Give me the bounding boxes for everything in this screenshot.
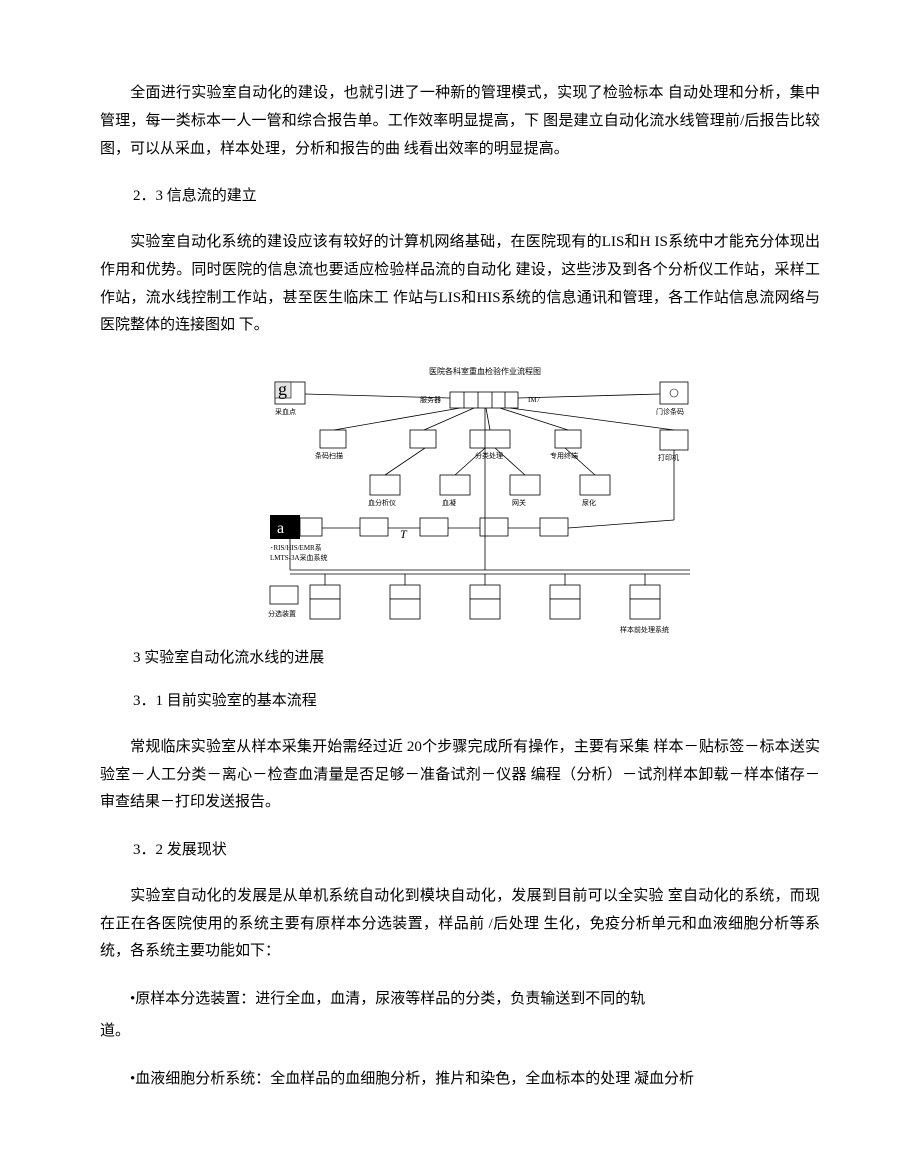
p4-text: 实验室自动化的发展是从单机系统自动化到模块自动化，发展到目前可以全实验 室自动化…: [100, 888, 820, 960]
row2-center2: 分类处理: [470, 430, 510, 460]
row4-left-block: a ･RIS/HIS/EMR系 LMTS-3A采血系统: [270, 515, 328, 562]
p3-text: 常规临床实验室从样本采集开始需经过近 20个步骤完成所有操作，主要有采集 样本－…: [100, 739, 820, 811]
bullet-2: •血液细胞分析系统：全血样品的血细胞分析，推片和染色，全血标本的处理 凝血分析: [100, 1066, 820, 1094]
bottom-left-label: 分选装置: [268, 586, 298, 618]
paragraph-infoflow: 实验室自动化系统的建设应该有较好的计算机网络基础，在医院现有的LIS和H IS系…: [100, 229, 820, 340]
section-3-heading: 3 实验室自动化流水线的进展: [100, 646, 820, 670]
svg-text:服务器: 服务器: [420, 395, 441, 404]
bullet-1: •原样本分选装置：进行全血，血清，尿液等样品的分类，负责输送到不同的轨: [100, 986, 820, 1014]
row2-center1: [410, 430, 436, 448]
svg-text:条码扫描: 条码扫描: [315, 451, 343, 460]
bullet-1-tail: 道。: [100, 1018, 820, 1046]
svg-text:采血点: 采血点: [275, 407, 296, 416]
mid-hub-node: 服务器 IM7: [420, 392, 541, 408]
row2-right: 专用终端: [550, 430, 581, 460]
paragraph-development: 实验室自动化的发展是从单机系统自动化到模块自动化，发展到目前可以全实验 室自动化…: [100, 883, 820, 966]
diagram-svg: 医院各科室重血检验作业流程图 g 采血点 服务器 IM7: [260, 360, 710, 640]
svg-text:血分析仪: 血分析仪: [368, 498, 396, 507]
svg-text:门诊条码: 门诊条码: [656, 407, 684, 416]
bottom-right-label: 样本前处理系统: [620, 625, 669, 634]
heading-2-3: 2．3 信息流的建立: [100, 183, 820, 211]
row4-machines: T: [360, 518, 568, 541]
paragraph-intro: 全面进行实验室自动化的建设，也就引进了一种新的管理模式，实现了检验标本 自动处理…: [100, 80, 820, 163]
heading-3-1: 3．1 目前实验室的基本流程: [100, 688, 820, 716]
svg-text:尿化: 尿化: [582, 498, 596, 507]
p2-text: 实验室自动化系统的建设应该有较好的计算机网络基础，在医院现有的LIS和H IS系…: [100, 234, 820, 333]
svg-text:血凝: 血凝: [442, 498, 456, 507]
top-left-node: g 采血点: [275, 379, 305, 416]
row2-far-right: 打印机: [658, 430, 688, 462]
b1-text: •原样本分选装置：进行全血，血清，尿液等样品的分类，负责输送到不同的轨: [130, 991, 645, 1007]
svg-text:打印机: 打印机: [658, 453, 679, 462]
svg-text:g: g: [278, 379, 287, 399]
svg-text:T: T: [400, 527, 408, 541]
svg-text:･RIS/HIS/EMR系: ･RIS/HIS/EMR系: [270, 543, 322, 552]
row3: 血分析仪 血凝 网关 尿化: [368, 475, 610, 507]
paragraph-workflow: 常规临床实验室从样本采集开始需经过近 20个步骤完成所有操作，主要有采集 样本－…: [100, 734, 820, 817]
svg-text:分类处理: 分类处理: [475, 451, 503, 460]
b2-text: •血液细胞分析系统：全血样品的血细胞分析，推片和染色，全血标本的处理 凝血分析: [130, 1071, 694, 1087]
heading-3-2: 3．2 发展现状: [100, 837, 820, 865]
svg-text:LMTS-3A采血系统: LMTS-3A采血系统: [270, 553, 328, 562]
svg-text:a: a: [277, 520, 284, 537]
row5: [310, 585, 660, 619]
network-diagram: 医院各科室重血检验作业流程图 g 采血点 服务器 IM7: [260, 360, 710, 640]
diagram-title: 医院各科室重血检验作业流程图: [429, 366, 541, 376]
row2-left: 条码扫描: [315, 430, 346, 460]
document-page: 全面进行实验室自动化的建设，也就引进了一种新的管理模式，实现了检验标本 自动处理…: [0, 0, 920, 1173]
svg-text:分选装置: 分选装置: [268, 609, 296, 618]
p1-text: 全面进行实验室自动化的建设，也就引进了一种新的管理模式，实现了检验标本 自动处理…: [100, 85, 820, 157]
top-right-node: 门诊条码: [656, 382, 688, 416]
svg-text:网关: 网关: [512, 498, 526, 507]
